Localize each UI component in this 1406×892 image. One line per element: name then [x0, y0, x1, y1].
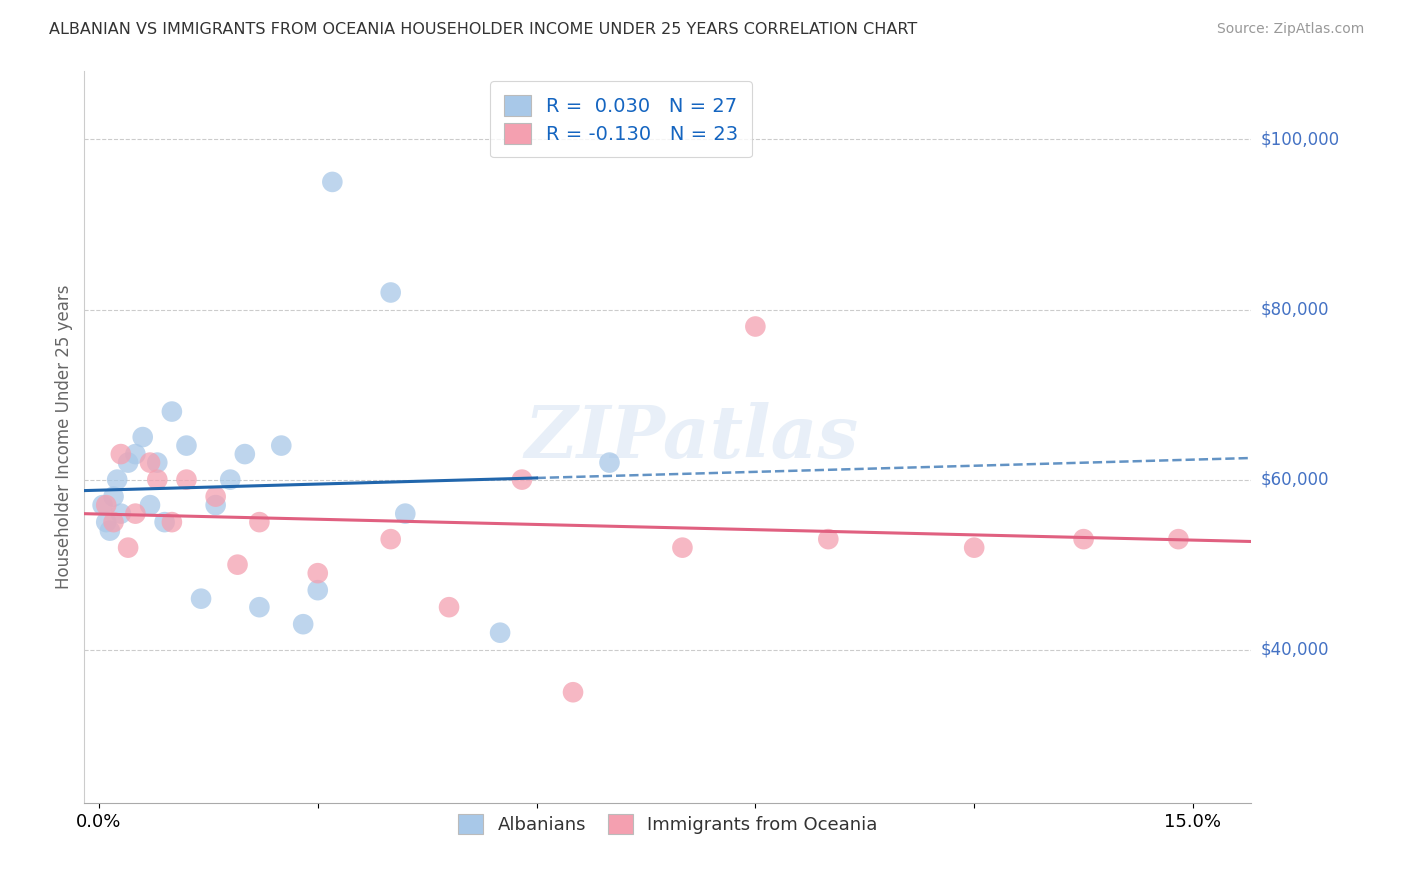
Point: [98, 524, 121, 538]
Point: [117, 541, 139, 555]
Point: [321, 175, 343, 189]
Point: [110, 507, 132, 521]
Point: [139, 498, 162, 512]
Text: $40,000: $40,000: [1261, 640, 1329, 658]
Text: ZIPatlas: ZIPatlas: [524, 401, 858, 473]
Text: $80,000: $80,000: [1261, 301, 1329, 318]
Point: [963, 541, 986, 555]
Point: [153, 515, 176, 529]
Point: [117, 456, 139, 470]
Text: ALBANIAN VS IMMIGRANTS FROM OCEANIA HOUSEHOLDER INCOME UNDER 25 YEARS CORRELATIO: ALBANIAN VS IMMIGRANTS FROM OCEANIA HOUS…: [49, 22, 918, 37]
Point: [190, 591, 212, 606]
Point: [562, 685, 585, 699]
Point: [103, 490, 125, 504]
Point: [96, 515, 118, 529]
Text: $100,000: $100,000: [1261, 130, 1340, 148]
Point: [380, 532, 402, 546]
Point: [1167, 532, 1189, 546]
Point: [489, 625, 512, 640]
Point: [510, 473, 533, 487]
Text: $60,000: $60,000: [1261, 471, 1329, 489]
Point: [817, 532, 839, 546]
Point: [132, 430, 155, 444]
Point: [219, 473, 242, 487]
Point: [105, 473, 128, 487]
Point: [226, 558, 249, 572]
Point: [292, 617, 315, 632]
Point: [394, 507, 416, 521]
Point: [124, 507, 146, 521]
Point: [1073, 532, 1095, 546]
Point: [380, 285, 402, 300]
Point: [599, 456, 621, 470]
Point: [139, 456, 162, 470]
Point: [307, 583, 329, 598]
Point: [160, 404, 183, 418]
Point: [744, 319, 766, 334]
Point: [233, 447, 256, 461]
Point: [204, 498, 226, 512]
Y-axis label: Householder Income Under 25 years: Householder Income Under 25 years: [55, 285, 73, 590]
Point: [307, 566, 329, 581]
Point: [160, 515, 183, 529]
Point: [270, 439, 292, 453]
Point: [176, 439, 198, 453]
Point: [176, 473, 198, 487]
Point: [671, 541, 693, 555]
Point: [91, 498, 114, 512]
Point: [110, 447, 132, 461]
Point: [146, 473, 169, 487]
Point: [124, 447, 146, 461]
Point: [249, 600, 271, 615]
Text: Source: ZipAtlas.com: Source: ZipAtlas.com: [1216, 22, 1364, 37]
Legend: Albanians, Immigrants from Oceania: Albanians, Immigrants from Oceania: [447, 804, 889, 845]
Point: [146, 456, 169, 470]
Point: [96, 498, 118, 512]
Point: [437, 600, 460, 615]
Point: [249, 515, 271, 529]
Point: [103, 515, 125, 529]
Point: [204, 490, 226, 504]
